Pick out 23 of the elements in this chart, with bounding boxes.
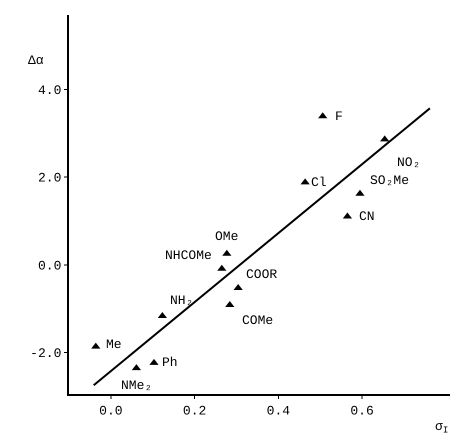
y-axis-title: Δα: [28, 53, 44, 68]
x-tick-label: 0.4: [266, 404, 290, 419]
annotation: COMe: [242, 313, 274, 328]
annotation: Me: [106, 337, 122, 352]
annotation: COOR: [246, 267, 278, 282]
annotation: NHCOMe: [165, 248, 212, 263]
x-axis-title: σ$_{I}$: [435, 419, 448, 436]
annotation: Cl: [311, 175, 327, 190]
y-tick-label: 4.0: [38, 83, 62, 98]
y-tick-label: 0.0: [38, 258, 62, 274]
annotation: SO₂Me: [370, 173, 410, 188]
annotation: NMe₂: [121, 378, 152, 393]
x-tick-label: 0.2: [182, 404, 206, 419]
annotation: CN: [359, 209, 375, 224]
y-tick-label: 2.0: [38, 170, 62, 186]
annotation: OMe: [215, 229, 238, 244]
y-tick-label: -2.0: [30, 346, 62, 361]
x-tick-label: 0.0: [99, 404, 123, 419]
annotation: F: [335, 109, 343, 124]
annotation: NH₂: [170, 293, 194, 308]
annotation: Ph: [162, 355, 178, 370]
annotation: NO₂: [397, 155, 420, 170]
x-tick-label: 0.6: [350, 404, 374, 419]
